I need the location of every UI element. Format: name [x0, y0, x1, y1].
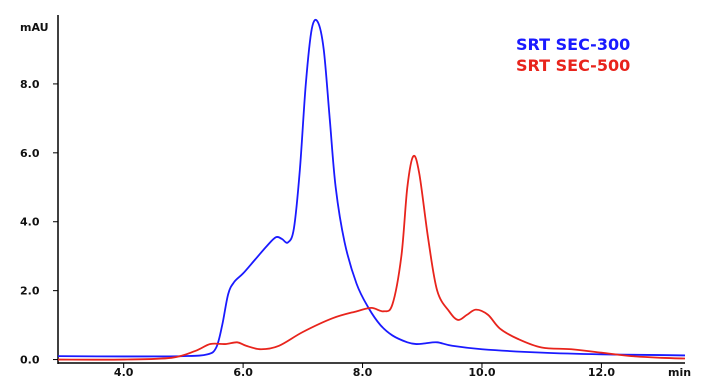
legend-label-srt-sec-500: SRT SEC-500 [516, 56, 630, 75]
y-tick-label: 2.0 [20, 285, 40, 298]
y-tick-label: 6.0 [20, 147, 40, 160]
legend: SRT SEC-300 SRT SEC-500 [516, 35, 630, 75]
x-tick-label: 12.0 [588, 366, 615, 379]
y-tick-label: 4.0 [20, 216, 40, 229]
series-line-srt-sec-500 [57, 154, 686, 361]
series-layer [57, 18, 686, 361]
x-tick-label: 6.0 [233, 366, 253, 379]
x-tick-label: 10.0 [468, 366, 495, 379]
y-tick-label: 0.0 [20, 354, 40, 367]
legend-label-srt-sec-300: SRT SEC-300 [516, 35, 630, 54]
x-tick-label: 8.0 [353, 366, 373, 379]
y-tick-label: 8.0 [20, 78, 40, 91]
x-tick-label: 4.0 [114, 366, 134, 379]
y-axis-unit-label: mAU [20, 21, 49, 34]
series-line-srt-sec-300 [57, 18, 686, 358]
x-axis-unit-label: min [668, 366, 691, 379]
axes: 0.0 2.0 4.0 6.0 8.0 4.0 6.0 8.0 10.0 12.0 [20, 15, 685, 379]
